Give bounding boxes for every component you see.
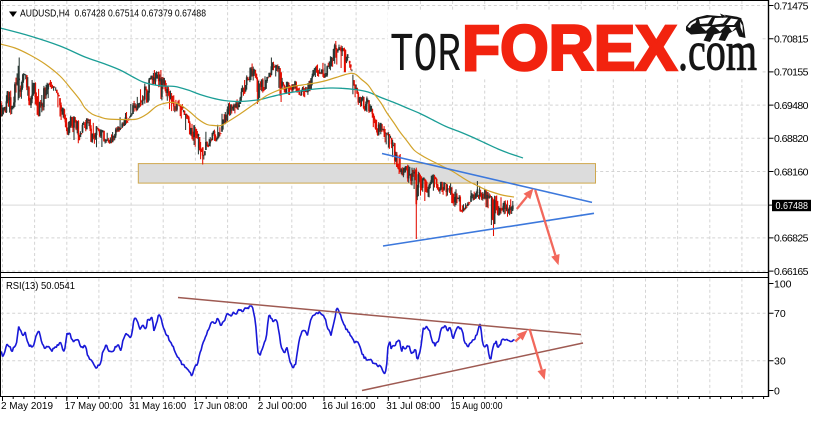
svg-text:31 May 16:00: 31 May 16:00 (129, 400, 186, 412)
svg-text:0.70155: 0.70155 (774, 67, 809, 79)
svg-text:70: 70 (774, 308, 786, 320)
svg-text:31 Jul 08:00: 31 Jul 08:00 (386, 400, 440, 412)
svg-text:17 Jun 08:00: 17 Jun 08:00 (193, 400, 247, 412)
svg-text:15 Aug 00:00: 15 Aug 00:00 (451, 400, 503, 412)
svg-text:16 Jul 16:00: 16 Jul 16:00 (322, 400, 376, 412)
svg-text:0.70815: 0.70815 (774, 34, 809, 46)
svg-text:100: 100 (774, 278, 792, 290)
svg-text:0.71475: 0.71475 (774, 0, 809, 12)
svg-text:AUDUSD,H4 0.67428 0.67514 0.6: AUDUSD,H4 0.67428 0.67514 0.67379 0.6748… (20, 8, 206, 20)
svg-text:0.69480: 0.69480 (774, 100, 809, 112)
svg-text:30: 30 (774, 356, 786, 368)
svg-text:0: 0 (774, 385, 780, 397)
svg-text:17 May 00:00: 17 May 00:00 (65, 400, 123, 412)
svg-text:0.66165: 0.66165 (774, 266, 809, 278)
svg-text:2 May 2019: 2 May 2019 (1, 400, 53, 412)
svg-text:2 Jul 00:00: 2 Jul 00:00 (258, 400, 307, 412)
svg-text:0.67488: 0.67488 (776, 201, 809, 212)
svg-text:0.68160: 0.68160 (774, 166, 809, 178)
svg-text:0.68820: 0.68820 (774, 133, 809, 145)
svg-text:0.66825: 0.66825 (774, 233, 809, 245)
svg-text:TOR: TOR (390, 24, 461, 87)
svg-text:FOREX: FOREX (462, 12, 677, 84)
svg-text:RSI(13) 50.0541: RSI(13) 50.0541 (6, 280, 75, 292)
